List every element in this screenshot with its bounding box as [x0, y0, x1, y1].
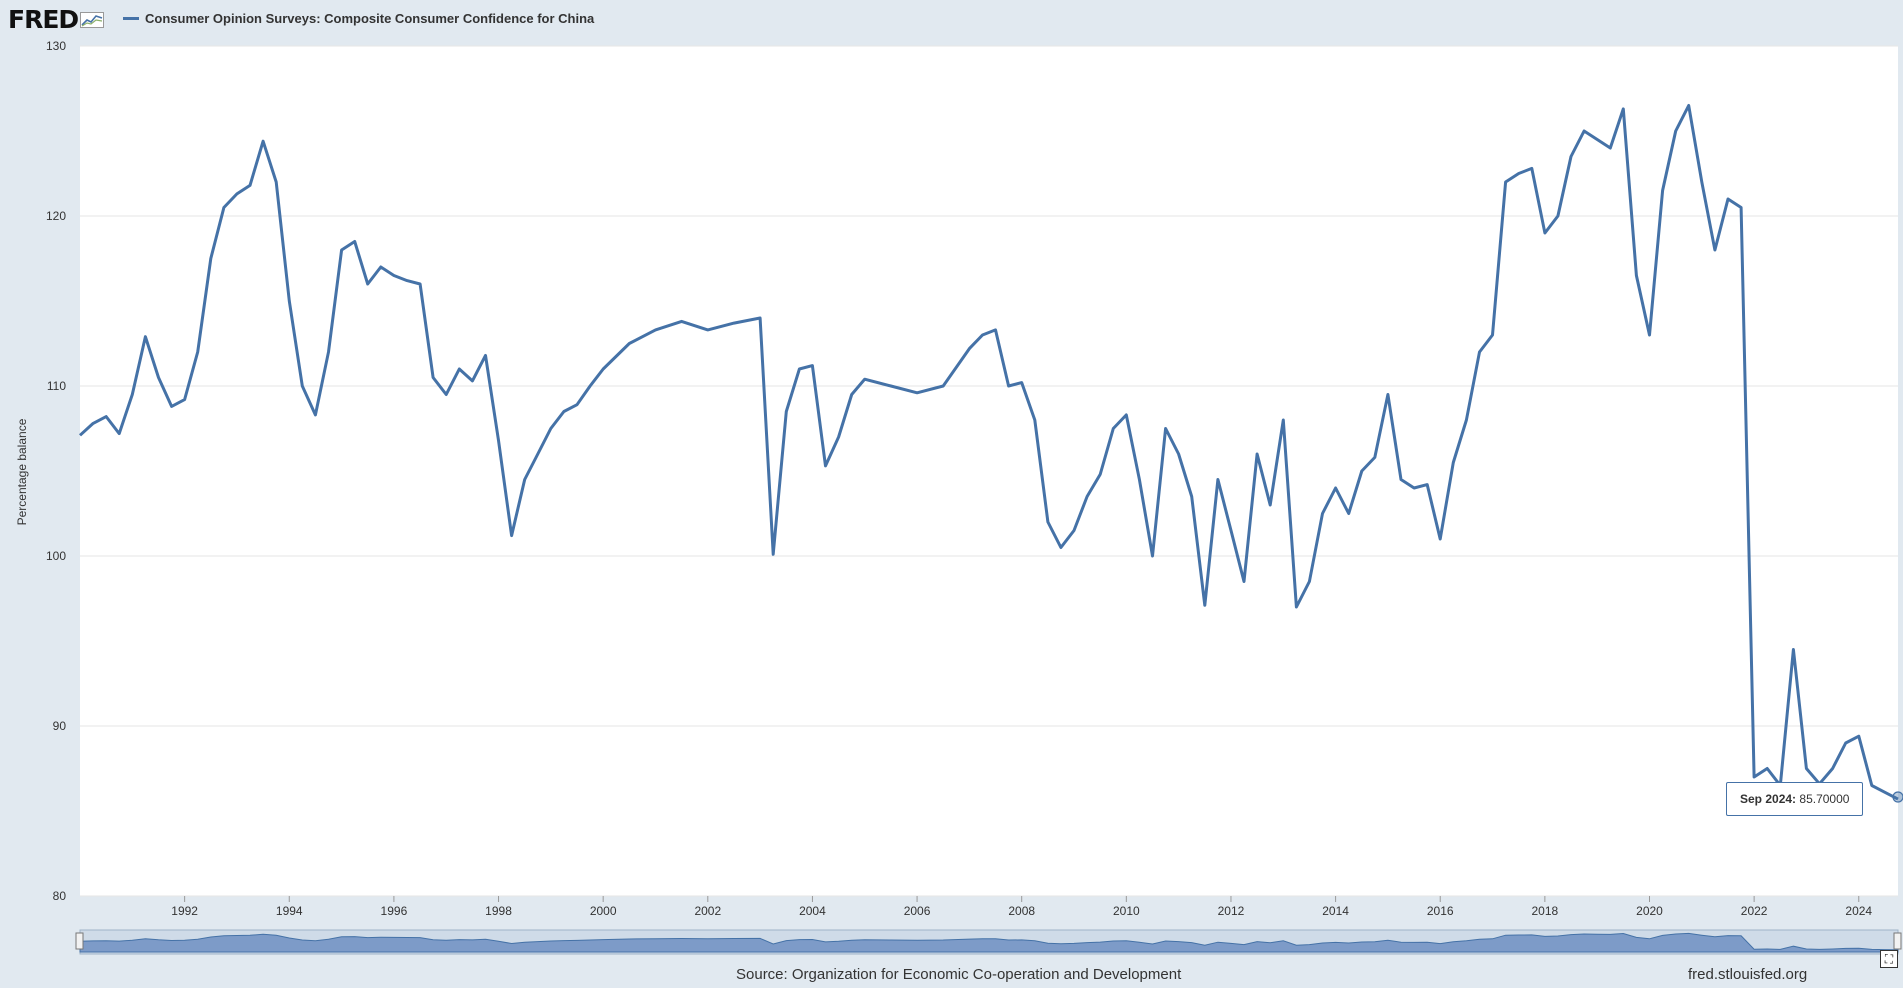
fullscreen-button[interactable]: ⛶ — [1880, 950, 1898, 968]
y-tick-label: 80 — [53, 889, 67, 903]
x-tick-label: 2012 — [1218, 904, 1245, 918]
footer-source: Source: Organization for Economic Co-ope… — [736, 966, 1182, 983]
x-tick-label: 2000 — [590, 904, 617, 918]
x-tick-label: 1994 — [276, 904, 303, 918]
footer-site-link[interactable]: fred.stlouisfed.org — [1688, 966, 1808, 983]
x-axis-ticks: 1992 1994 1996 1998 2000 2002 2004 2006 2008 2010… — [171, 896, 1872, 918]
x-tick-label: 2022 — [1741, 904, 1768, 918]
x-tick-label: 2016 — [1427, 904, 1454, 918]
x-tick-label: 1998 — [485, 904, 512, 918]
hover-tooltip: Sep 2024: 85.70000 — [1726, 782, 1864, 816]
x-tick-label: 1996 — [381, 904, 408, 918]
x-tick-label: 2018 — [1532, 904, 1559, 918]
series-layer — [78, 104, 1899, 801]
x-tick-label: 2008 — [1008, 904, 1035, 918]
x-tick-label: 2014 — [1322, 904, 1349, 918]
hover-point-marker — [1892, 791, 1903, 803]
y-tick-label: 120 — [46, 209, 66, 223]
y-tick-label: 110 — [47, 379, 66, 393]
y-axis-ticks: 80 90 100 110 120 130 — [46, 39, 66, 903]
navigator-right-handle[interactable] — [1893, 932, 1902, 950]
fred-logo-text: FRED — [8, 5, 79, 34]
y-tick-label: 100 — [46, 549, 66, 563]
x-tick-label: 2004 — [799, 904, 826, 918]
tooltip-value: 85.70000 — [1799, 792, 1850, 806]
chart-legend[interactable]: Consumer Opinion Surveys: Composite Cons… — [123, 11, 594, 26]
x-tick-label: 2006 — [904, 904, 931, 918]
legend-swatch — [123, 17, 139, 20]
chart-line-icon — [80, 11, 105, 28]
x-tick-label: 2024 — [1845, 904, 1872, 918]
navigator-left-handle[interactable] — [75, 932, 84, 950]
x-tick-label: 1992 — [171, 904, 198, 918]
x-tick-label: 2010 — [1113, 904, 1140, 918]
series-line — [78, 104, 1899, 801]
grid-lines — [80, 45, 1898, 897]
navigator-area — [79, 932, 1899, 953]
plot-background — [80, 46, 1898, 896]
y-tick-label: 130 — [46, 39, 66, 53]
fullscreen-icon: ⛶ — [1884, 951, 1894, 966]
range-navigator[interactable] — [75, 929, 1902, 955]
chart-header: FRED Consumer Opinion Surveys: Composite… — [0, 0, 1903, 40]
tooltip-date: Sep 2024: — [1740, 792, 1797, 806]
legend-label: Consumer Opinion Surveys: Composite Cons… — [145, 11, 595, 26]
fred-logo[interactable]: FRED — [8, 5, 105, 34]
y-axis-label: Percentage balance — [15, 418, 29, 525]
y-tick-label: 90 — [53, 719, 67, 733]
x-tick-label: 2002 — [694, 904, 721, 918]
x-tick-label: 2020 — [1636, 904, 1663, 918]
